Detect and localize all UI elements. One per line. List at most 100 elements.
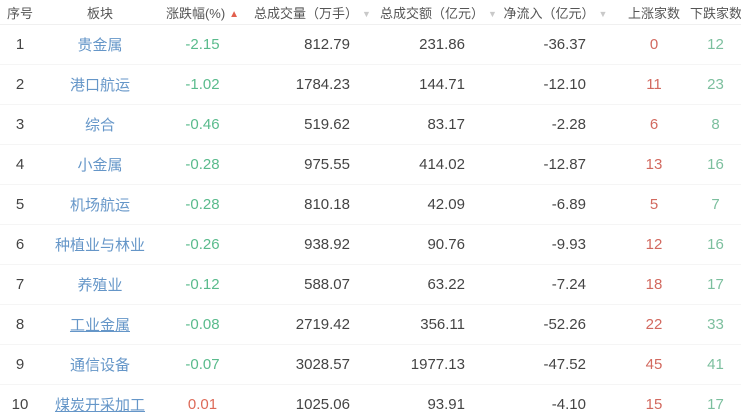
col-header-net_inflow[interactable]: 净流入（亿元） ▼ [497, 0, 614, 25]
cell-sector: 机场航运 [40, 184, 160, 225]
sector-link[interactable]: 养殖业 [77, 277, 123, 294]
cell-up_count: 11 [614, 64, 680, 105]
cell-volume: 1784.23 [245, 64, 380, 105]
cell-change_pct: -0.07 [160, 344, 245, 385]
cell-down_count: 12 [680, 24, 741, 65]
cell-up_count: 13 [614, 144, 680, 185]
cell-turnover: 90.76 [380, 224, 497, 265]
cell-down_count: 23 [680, 64, 741, 105]
col-header-label: 板块 [86, 5, 113, 21]
cell-down_count: 33 [680, 304, 741, 345]
cell-index: 9 [0, 344, 40, 385]
cell-down_count: 16 [680, 224, 741, 265]
col-header-down_count: 下跌家数 [680, 0, 741, 25]
cell-down_count: 17 [707, 396, 724, 413]
cell-net_inflow: -6.89 [497, 184, 614, 225]
cell-sector: 综合 [40, 104, 160, 145]
cell-turnover: 231.86 [380, 24, 497, 65]
sector-link[interactable]: 港口航运 [69, 77, 130, 94]
cell-index: 5 [0, 184, 40, 225]
cell-change_pct: -0.28 [160, 144, 245, 185]
cell-net_inflow: -2.28 [497, 104, 614, 145]
table-row: 4 小金属 -0.28 975.55 414.02 -12.87 13 16 [0, 144, 741, 185]
cell-net_inflow: -4.10 [551, 396, 586, 413]
cell-index: 4 [0, 144, 40, 185]
sector-link[interactable]: 通信设备 [69, 357, 130, 374]
sort-ascending-icon[interactable]: ▲ [229, 8, 240, 20]
cell-turnover: 144.71 [380, 64, 497, 105]
sort-down-icon[interactable]: ▼ [598, 8, 608, 19]
sort-down-icon[interactable]: ▼ [488, 8, 497, 19]
table-row: 5 机场航运 -0.28 810.18 42.09 -6.89 5 7 [0, 184, 741, 225]
cell-volume: 975.55 [245, 144, 380, 185]
cell-change_pct: -0.26 [160, 224, 245, 265]
cell-up_count: 15 [645, 396, 663, 413]
cell-net_inflow: -52.26 [497, 304, 614, 345]
cell-up_count: 5 [614, 184, 680, 225]
cell-volume: 3028.57 [245, 344, 380, 385]
table-row: 3 综合 -0.46 519.62 83.17 -2.28 6 8 [0, 104, 741, 145]
cell-net_inflow: -7.24 [497, 264, 614, 305]
cell-net_inflow: -12.87 [497, 144, 614, 185]
sort-down-icon[interactable]: ▼ [362, 8, 371, 19]
cell-change_pct: -0.46 [160, 104, 245, 145]
cell-up_count: 6 [614, 104, 680, 145]
table-row: 1 贵金属 -2.15 812.79 231.86 -36.37 0 12 [0, 24, 741, 65]
cell-volume: 519.62 [245, 104, 380, 145]
table-row: 10 煤炭开采加工 0.01 1025.06 93.91 -4.10 15 17 [0, 385, 741, 415]
cell-up_count: 18 [614, 264, 680, 305]
col-header-label: 净流入（亿元） [503, 5, 595, 21]
sector-link[interactable]: 贵金属 [77, 37, 123, 54]
cell-change_pct: -0.08 [160, 304, 245, 345]
cell-sector: 港口航运 [40, 64, 160, 105]
cell-volume: 812.79 [245, 24, 380, 65]
col-header-label: 序号 [6, 5, 33, 21]
cell-turnover: 414.02 [380, 144, 497, 185]
cell-volume: 588.07 [245, 264, 380, 305]
cell-change_pct: -0.12 [160, 264, 245, 305]
sector-link[interactable]: 工业金属 [69, 317, 130, 334]
col-header-label: 总成交额（亿元） [380, 5, 485, 21]
table-row: 6 种植业与林业 -0.26 938.92 90.76 -9.93 12 16 [0, 224, 741, 265]
cell-volume: 810.18 [245, 184, 380, 225]
sector-link[interactable]: 种植业与林业 [54, 237, 145, 254]
cell-index: 10 [11, 396, 29, 413]
header-row: 序号 板块 涨跌幅(%) ▲ 总成交量（万手） ▼ 总成交额（亿元） ▼ 净流入（亿元） ▼ 上涨家… [0, 0, 741, 25]
table-body: 1 贵金属 -2.15 812.79 231.86 -36.37 0 12 2 港口航运 -1.02… [0, 24, 741, 415]
cell-index: 8 [0, 304, 40, 345]
cell-index: 7 [0, 264, 40, 305]
sector-link[interactable]: 机场航运 [69, 197, 130, 214]
cell-change_pct: 0.01 [187, 396, 218, 413]
cell-net_inflow: -9.93 [497, 224, 614, 265]
col-header-index: 序号 [0, 0, 40, 25]
cell-turnover: 42.09 [380, 184, 497, 225]
cell-net_inflow: -47.52 [497, 344, 614, 385]
cell-sector: 通信设备 [40, 344, 160, 385]
cell-index: 3 [0, 104, 40, 145]
cell-down_count: 17 [680, 264, 741, 305]
cell-sector: 种植业与林业 [40, 224, 160, 265]
cell-sector: 贵金属 [40, 24, 160, 65]
table-row: 7 养殖业 -0.12 588.07 63.22 -7.24 18 17 [0, 264, 741, 305]
cell-sector: 养殖业 [40, 264, 160, 305]
cell-down_count: 7 [680, 184, 741, 225]
cell-volume: 938.92 [245, 224, 380, 265]
sector-link[interactable]: 综合 [84, 117, 115, 134]
cell-change_pct: -2.15 [160, 24, 245, 65]
table-header: 序号 板块 涨跌幅(%) ▲ 总成交量（万手） ▼ 总成交额（亿元） ▼ 净流入（亿元） ▼ 上涨家… [0, 0, 741, 25]
cell-down_count: 16 [680, 144, 741, 185]
col-header-label: 总成交量（万手） [254, 5, 359, 21]
cell-up_count: 22 [614, 304, 680, 345]
col-header-turnover[interactable]: 总成交额（亿元） ▼ [380, 0, 497, 25]
col-header-volume[interactable]: 总成交量（万手） ▼ [245, 0, 380, 25]
col-header-change_pct[interactable]: 涨跌幅(%) ▲ [160, 0, 245, 25]
cell-turnover: 1977.13 [380, 344, 497, 385]
cell-turnover: 93.91 [427, 396, 465, 413]
sector-link[interactable]: 小金属 [77, 157, 123, 174]
col-header-label: 下跌家数 [690, 5, 741, 21]
cell-down_count: 8 [680, 104, 741, 145]
cell-turnover: 63.22 [380, 264, 497, 305]
sector-link[interactable]: 煤炭开采加工 [54, 397, 145, 414]
cell-up_count: 0 [614, 24, 680, 65]
